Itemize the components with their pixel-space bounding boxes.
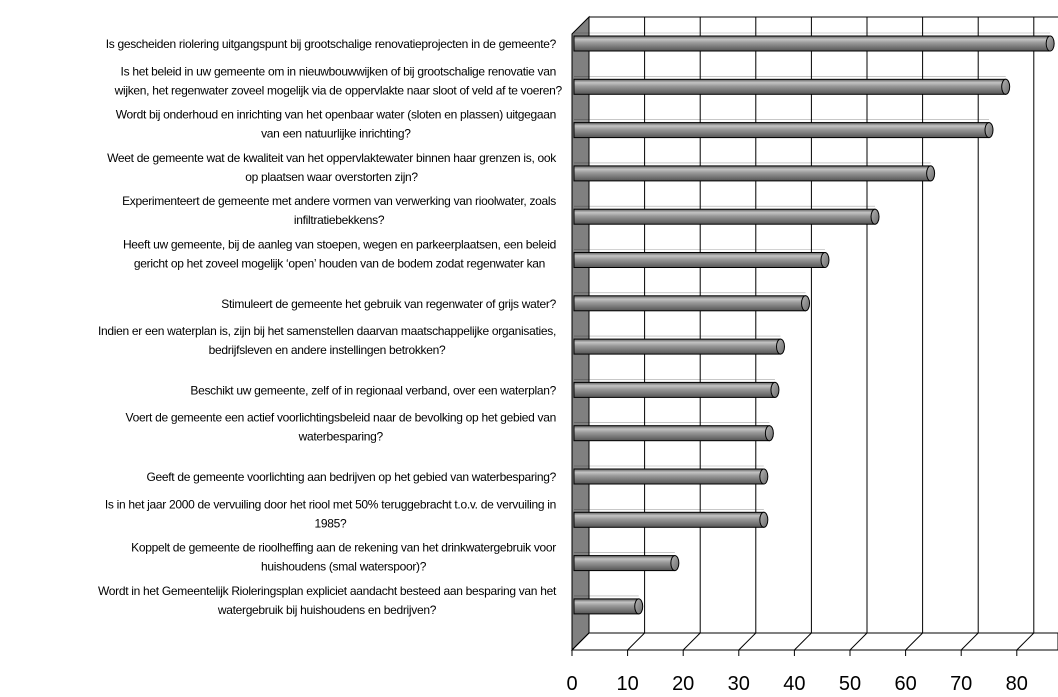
bars: [573, 32, 1055, 615]
bar: [573, 555, 676, 572]
side-wall: [571, 15, 590, 652]
category-label: Weet de gemeente wat de kwaliteit van he…: [107, 151, 557, 184]
bar: [573, 252, 826, 268]
category-label: Stimuleert de gemeente het gebruik van r…: [221, 297, 556, 311]
bar-end-cap: [764, 425, 774, 442]
floor-gridline: [682, 632, 701, 651]
bar-end-cap: [926, 165, 936, 182]
gridlines: [571, 17, 1035, 651]
x-tick-label: 60: [894, 673, 916, 695]
bar: [573, 165, 932, 182]
x-tick-label: 0: [566, 673, 577, 695]
category-label-line: Heeft uw gemeente, bij de aanleg van sto…: [123, 238, 556, 252]
bar: [573, 78, 1007, 95]
bar-end-cap: [759, 468, 769, 485]
floor: [570, 632, 1058, 651]
bar-end-cap: [770, 381, 780, 398]
category-label-line: Experimenteert de gemeente met andere vo…: [122, 194, 556, 208]
category-label-line: Stimuleert de gemeente het gebruik van r…: [221, 297, 556, 311]
category-label-line: Voert de gemeente een actief voorlichtin…: [126, 411, 556, 425]
bar: [573, 598, 640, 615]
x-axis-ticks: 0 10 20 30 40 50 60 70 80: [566, 650, 1028, 695]
bar-end-cap: [1001, 78, 1011, 95]
x-tick-label: 20: [672, 673, 694, 695]
x-tick-label: 80: [1006, 673, 1028, 695]
bar: [573, 381, 776, 398]
bar-end-cap: [1045, 35, 1055, 52]
category-label-line: bedrijfsleven en andere instellingen bet…: [209, 343, 446, 357]
category-label: Wordt bij onderhoud en inrichting van he…: [116, 108, 556, 141]
category-label: Is het beleid in uw gemeente om in nieuw…: [114, 64, 563, 97]
category-label: Voert de gemeente een actief voorlichtin…: [126, 411, 556, 444]
category-label-line: Koppelt de gemeente de rioolheffing aan …: [131, 541, 556, 555]
category-label-line: van een natuurlijke inrichting?: [261, 127, 411, 141]
category-label: Indien er een waterplan is, zijn bij het…: [98, 324, 556, 357]
category-label-line: huishoudens (smal waterspoor)?: [261, 560, 427, 574]
bar: [573, 122, 990, 139]
category-label: Geeft de gemeente voorlichting aan bedri…: [146, 470, 556, 484]
category-label: Koppelt de gemeente de rioolheffing aan …: [131, 541, 556, 574]
category-label-line: Is het beleid in uw gemeente om in nieuw…: [121, 64, 556, 78]
bar: [573, 338, 781, 355]
floor-gridline: [905, 632, 923, 651]
floor-gridline: [738, 632, 757, 651]
category-label-line: waterbesparing?: [298, 430, 384, 444]
category-label: Experimenteert de gemeente met andere vo…: [122, 194, 556, 227]
floor-gridline: [571, 632, 590, 651]
category-label-line: op plaatsen waar overstorten zijn?: [245, 170, 418, 184]
category-label-line: Indien er een waterplan is, zijn bij het…: [98, 324, 556, 338]
category-label-line: wijken, het regenwater zoveel mogelijk v…: [114, 83, 563, 97]
category-label: Is gescheiden riolering uitgangspunt bij…: [106, 37, 557, 51]
category-label-line: Geeft de gemeente voorlichting aan bedri…: [146, 470, 556, 484]
category-label-line: watergebruik bij huishoudens en bedrijve…: [217, 603, 437, 617]
bar: [573, 511, 765, 528]
category-label: Wordt in het Gemeentelijk Rioleringsplan…: [98, 584, 557, 617]
bar-end-cap: [670, 555, 680, 572]
category-label-line: Wordt bij onderhoud en inrichting van he…: [116, 108, 556, 122]
category-label-line: infiltratiebekkens?: [294, 213, 385, 227]
bar-end-cap: [984, 122, 994, 139]
category-label-line: Is gescheiden riolering uitgangspunt bij…: [106, 37, 557, 51]
x-tick-label: 70: [950, 673, 972, 695]
category-label: Is in het jaar 2000 de vervuiling door h…: [105, 497, 556, 530]
bar-end-cap: [801, 295, 811, 312]
x-tick-label: 40: [783, 673, 805, 695]
x-tick-label: 30: [728, 673, 750, 695]
category-label-line: 1985?: [314, 516, 346, 530]
category-label-line: Is in het jaar 2000 de vervuiling door h…: [105, 497, 556, 511]
bar-end-cap: [870, 208, 880, 225]
bar-end-cap: [820, 252, 830, 268]
x-tick-label: 10: [616, 673, 638, 695]
category-label: Heeft uw gemeente, bij de aanleg van sto…: [123, 238, 556, 271]
floor-gridline: [960, 632, 979, 651]
bar: [573, 208, 876, 225]
bar-end-cap: [759, 511, 769, 528]
bar: [573, 468, 765, 485]
bar: [573, 35, 1051, 52]
category-label: Beschikt uw gemeente, zelf of in regiona…: [190, 383, 556, 397]
floor-gridline: [1016, 632, 1035, 651]
category-label-line: Weet de gemeente wat de kwaliteit van he…: [107, 151, 557, 165]
bar-end-cap: [634, 598, 644, 615]
bar-end-cap: [776, 338, 785, 355]
category-label-line: gericht op het zoveel mogelijk ‘open’ ho…: [134, 257, 545, 271]
category-labels: Is gescheiden riolering uitgangspunt bij…: [98, 37, 563, 617]
x-tick-label: 50: [839, 673, 861, 695]
floor-gridline: [627, 632, 645, 651]
floor-gridline: [794, 632, 812, 651]
bar: [573, 295, 807, 312]
category-label-line: Wordt in het Gemeentelijk Rioleringsplan…: [98, 584, 557, 598]
category-label-line: Beschikt uw gemeente, zelf of in regiona…: [190, 383, 556, 397]
floor-gridline: [849, 632, 868, 651]
bar: [573, 425, 770, 442]
